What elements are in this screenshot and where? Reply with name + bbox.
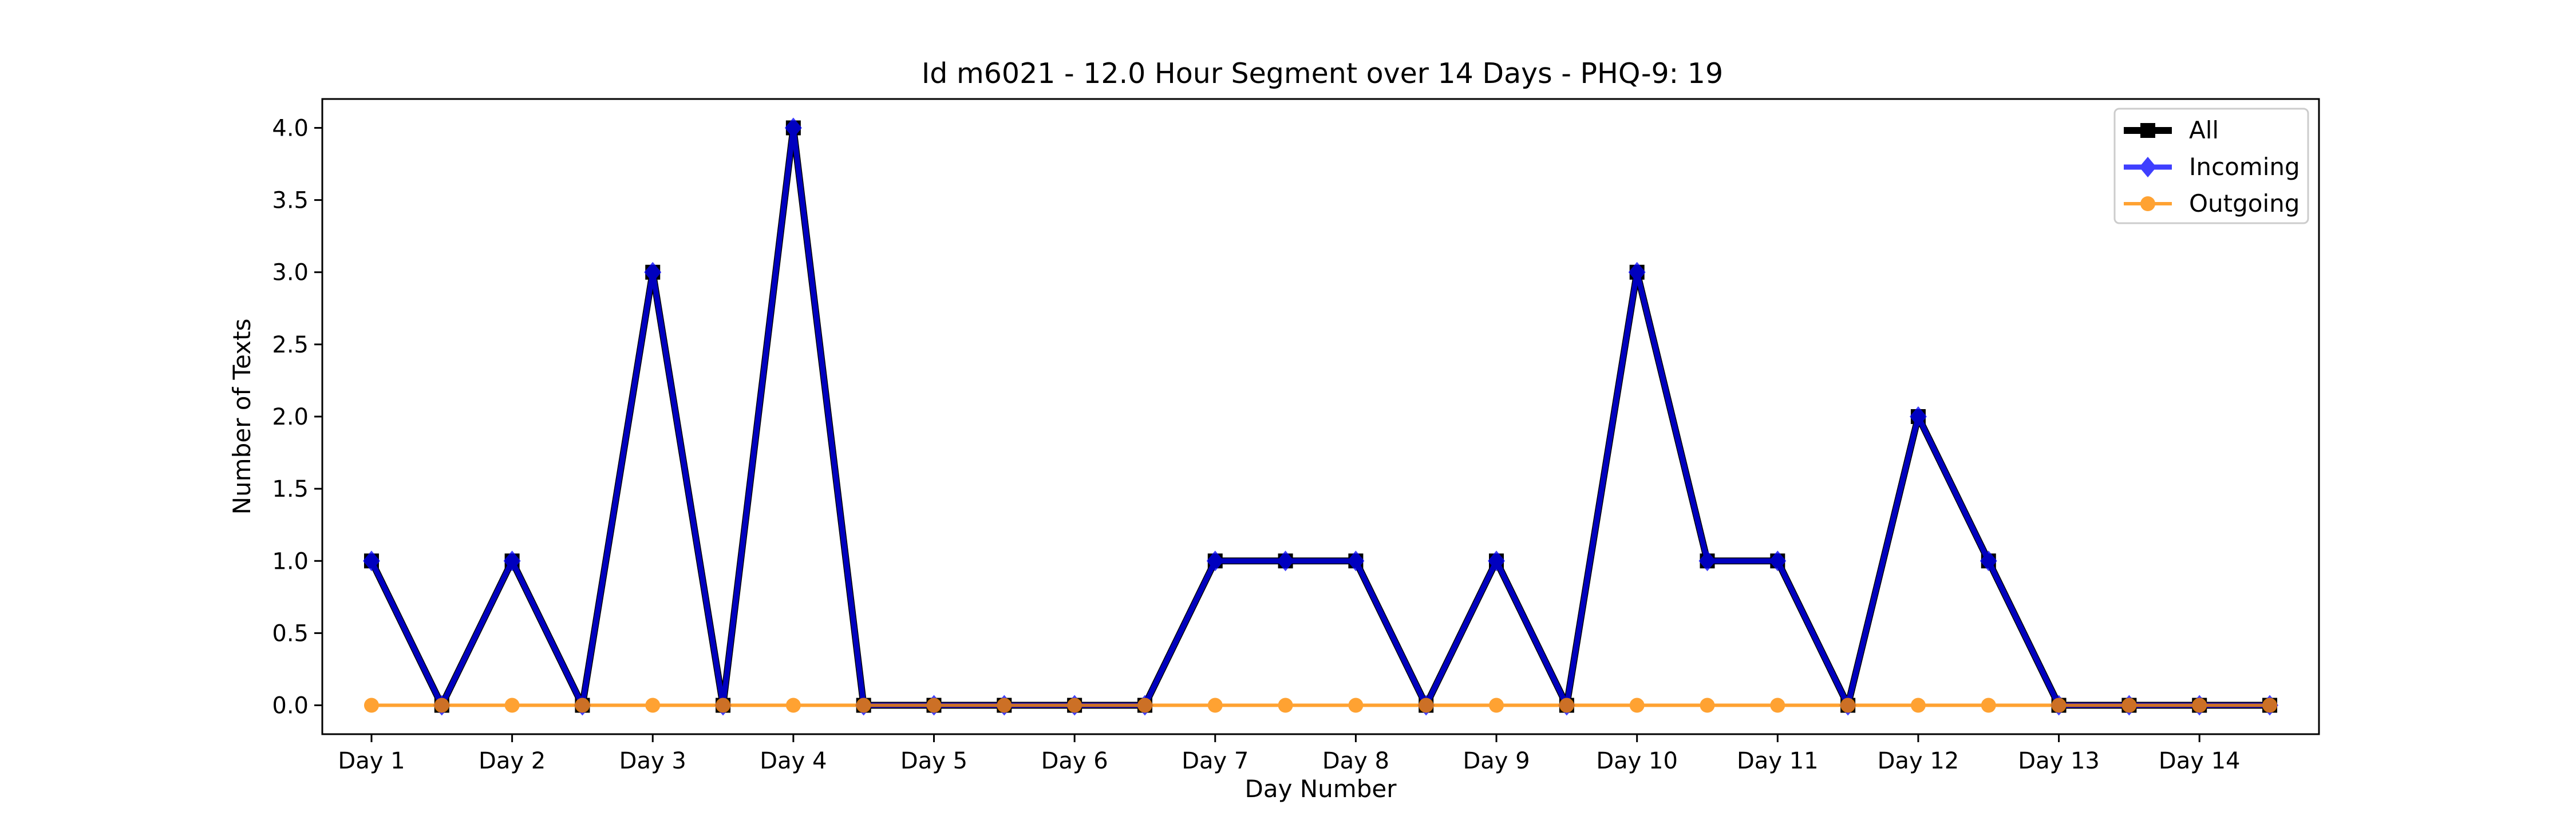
x-tick-label: Day 12 [1878, 748, 1959, 774]
data-point-outgoing [575, 698, 590, 713]
data-point-outgoing [1910, 698, 1926, 713]
x-tick-label: Day 8 [1322, 748, 1389, 774]
data-point-outgoing [2121, 698, 2137, 713]
x-tick-label: Day 6 [1041, 748, 1108, 774]
y-tick-label: 3.5 [272, 188, 309, 214]
data-point-outgoing [2051, 698, 2067, 713]
data-point-outgoing [716, 698, 731, 713]
data-point-outgoing [785, 698, 801, 713]
x-tick-label: Day 3 [619, 748, 686, 774]
data-point-incoming [1628, 262, 1646, 283]
data-point-outgoing [1629, 698, 1645, 713]
legend-label: Incoming [2189, 153, 2300, 181]
data-point-outgoing [1700, 698, 1715, 713]
data-point-outgoing [1489, 698, 1504, 713]
legend-box [2113, 108, 2309, 224]
y-tick-label: 1.5 [272, 476, 309, 502]
x-axis-label: Day Number [1244, 775, 1397, 803]
x-axis: Day 1 Day 2 Day 3 Day 4 Day 5 Day 6 Day 7 Day 8… [338, 734, 2241, 774]
data-point-outgoing [1348, 698, 1364, 713]
x-tick-label: Day 5 [900, 748, 967, 774]
data-point-outgoing [1981, 698, 1996, 713]
series-line-incoming [369, 125, 2270, 708]
x-tick-label: Day 9 [1463, 748, 1530, 774]
legend: All Incoming Outgoing [2113, 108, 2309, 224]
data-point-incoming [1277, 550, 1294, 572]
data-point-outgoing [2262, 698, 2278, 713]
data-point-incoming [644, 262, 662, 283]
data-point-incoming [1206, 550, 1224, 572]
legend-swatch [2124, 123, 2172, 138]
data-point-incoming [1909, 406, 1927, 427]
legend-marker [2139, 157, 2156, 177]
y-axis-label: Number of Texts [228, 319, 256, 515]
data-point-outgoing [504, 698, 520, 713]
data-point-incoming [1347, 550, 1365, 572]
legend-entry-all: All [2124, 116, 2219, 144]
x-tick-label: Day 4 [760, 748, 827, 774]
y-axis: 0.0 0.5 1.0 1.5 2.0 2.5 3.0 3.5 4.0 [272, 115, 322, 719]
data-point-outgoing [1067, 698, 1082, 713]
data-point-incoming [1769, 550, 1787, 572]
legend-swatch [2124, 196, 2172, 211]
data-point-outgoing [926, 698, 942, 713]
data-point-incoming [784, 117, 802, 138]
y-tick-label: 0.0 [272, 693, 309, 719]
legend-label: Outgoing [2189, 189, 2300, 217]
x-tick-label: Day 11 [1737, 748, 1819, 774]
x-tick-label: Day 2 [479, 748, 546, 774]
data-point-outgoing [1137, 698, 1152, 713]
data-point-outgoing [645, 698, 661, 713]
legend-marker [2140, 123, 2155, 138]
chart-title: Id m6021 - 12.0 Hour Segment over 14 Day… [922, 57, 1723, 90]
plot-area [321, 98, 2320, 735]
data-point-incoming [503, 550, 521, 572]
series-outgoing [364, 698, 2278, 713]
legend-swatch [2124, 157, 2172, 177]
legend-entry-incoming: Incoming [2124, 153, 2300, 181]
data-point-outgoing [1770, 698, 1785, 713]
y-tick-label: 2.5 [272, 332, 309, 358]
y-tick-label: 3.0 [272, 260, 309, 286]
y-tick-label: 0.5 [272, 620, 309, 647]
data-point-incoming [1488, 550, 1506, 572]
data-point-outgoing [856, 698, 871, 713]
data-point-incoming [1698, 550, 1716, 572]
x-tick-label: Day 1 [338, 748, 405, 774]
series-layer [362, 117, 2279, 716]
y-tick-label: 2.0 [272, 404, 309, 430]
data-point-outgoing [1278, 698, 1293, 713]
data-point-incoming [362, 550, 380, 572]
x-tick-label: Day 10 [1596, 748, 1678, 774]
y-tick-label: 1.0 [272, 548, 309, 575]
data-point-outgoing [1419, 698, 1434, 713]
legend-entry-outgoing: Outgoing [2124, 189, 2300, 217]
data-point-outgoing [1559, 698, 1574, 713]
x-tick-label: Day 13 [2018, 748, 2100, 774]
y-tick-label: 4.0 [272, 115, 309, 141]
data-point-outgoing [1207, 698, 1223, 713]
data-point-outgoing [434, 698, 449, 713]
data-point-incoming [1980, 550, 1997, 572]
legend-marker [2140, 196, 2155, 211]
data-point-outgoing [364, 698, 379, 713]
data-point-outgoing [2192, 698, 2207, 713]
x-tick-label: Day 7 [1182, 748, 1249, 774]
legend-label: All [2189, 116, 2219, 144]
x-tick-label: Day 14 [2159, 748, 2241, 774]
data-point-outgoing [1840, 698, 1856, 713]
data-point-outgoing [997, 698, 1012, 713]
